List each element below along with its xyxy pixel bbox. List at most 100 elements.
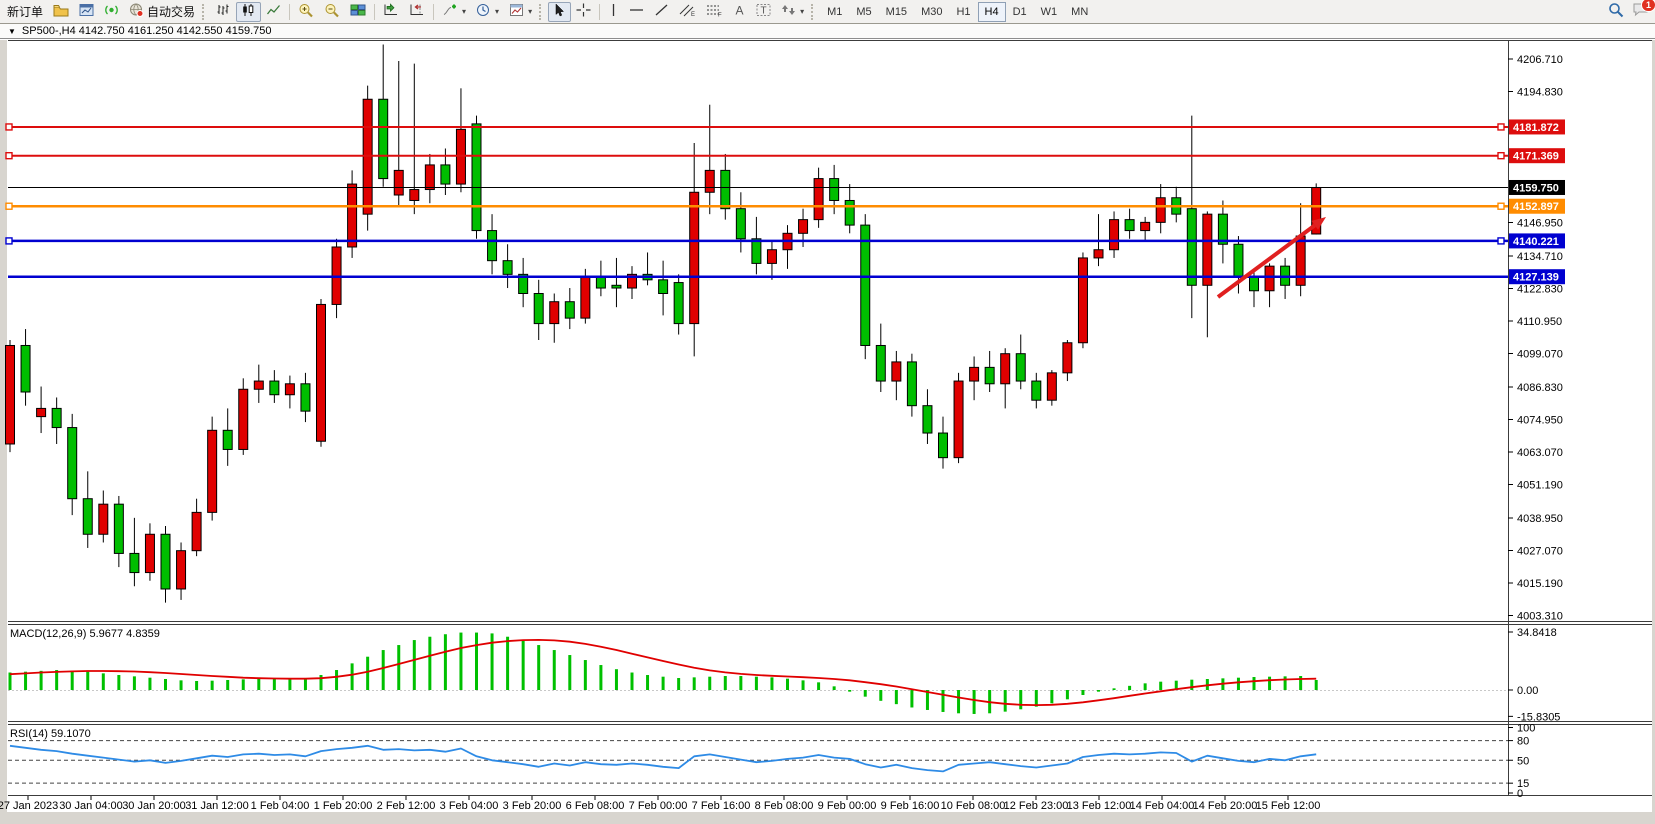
- hline-handle[interactable]: [5, 123, 13, 131]
- label-tool-button[interactable]: T: [751, 2, 776, 22]
- hline-handle[interactable]: [1497, 151, 1505, 160]
- time-axis[interactable]: 27 Jan 2023 30 Jan 04:00 30 Jan 20:00 31 Ja…: [0, 796, 1320, 812]
- equidistant-channel-tool-button[interactable]: E: [674, 2, 701, 22]
- candle-body: [207, 429, 218, 513]
- chart-window-button[interactable]: [74, 2, 99, 22]
- candle-body: [176, 550, 187, 590]
- signal-button[interactable]: [99, 2, 124, 22]
- dropdown-caret-icon[interactable]: ▾: [462, 7, 467, 16]
- candle-body: [938, 432, 948, 459]
- autotrade-button[interactable]: 自动交易: [124, 2, 200, 22]
- chart-shift-button[interactable]: [404, 2, 430, 22]
- periods-button[interactable]: ▾: [471, 2, 504, 22]
- candlestick-series: [5, 44, 1322, 603]
- time-tick-label: 7 Feb 16:00: [692, 800, 751, 812]
- text-icon: A: [733, 3, 746, 20]
- dropdown-caret-icon[interactable]: ▾: [800, 7, 805, 16]
- left-window-edge: [0, 40, 7, 812]
- timeframe-mn-button[interactable]: MN: [1071, 5, 1089, 18]
- candle-body: [440, 164, 451, 185]
- trendline-tool-button[interactable]: [649, 2, 674, 22]
- hline-handle[interactable]: [5, 151, 13, 160]
- candle-body: [1124, 219, 1135, 232]
- time-tick-label: 12 Feb 23:00: [1004, 800, 1069, 812]
- tile-windows-button[interactable]: [345, 2, 371, 22]
- time-tick-label: 1 Feb 20:00: [314, 800, 373, 812]
- price-badge-label: 4171.369: [1513, 151, 1559, 163]
- price-badge: [1509, 119, 1565, 135]
- crosshair-tool-button[interactable]: [571, 2, 596, 22]
- candle-body: [860, 224, 871, 346]
- templates-button[interactable]: ▾: [504, 2, 537, 22]
- timeframe-h4-button[interactable]: H4: [977, 1, 1006, 22]
- price-badge: [1509, 233, 1565, 249]
- candle-body: [67, 427, 78, 500]
- price-badge: [1509, 179, 1565, 195]
- candle-body: [98, 503, 109, 535]
- toolbar-separator: [433, 3, 435, 20]
- timeframe-m5-button[interactable]: M5: [856, 5, 872, 18]
- zoom-in-button[interactable]: [293, 2, 319, 22]
- candle-body: [1155, 197, 1166, 223]
- search-icon[interactable]: [1608, 2, 1624, 23]
- candle-body: [1077, 257, 1088, 344]
- add-indicator-button[interactable]: ▾: [437, 2, 471, 22]
- timeframe-m15-button[interactable]: M15: [885, 5, 908, 18]
- candle-body: [455, 128, 466, 185]
- candle-body: [502, 260, 513, 275]
- timeframe-d1-button[interactable]: D1: [1012, 5, 1027, 18]
- autotrade-icon: [129, 3, 144, 20]
- horizontal-line-tool-button[interactable]: [624, 2, 649, 22]
- trend-arrow-annotation[interactable]: [1216, 223, 1316, 299]
- vertical-line-tool-button[interactable]: [603, 2, 624, 22]
- candle-body: [595, 276, 606, 289]
- hline-handle[interactable]: [1497, 123, 1505, 131]
- price-tick-label: 4003.310: [1517, 610, 1563, 622]
- trend-arrow-head[interactable]: [1311, 217, 1326, 230]
- candle-body: [347, 183, 358, 248]
- dropdown-caret-icon[interactable]: ▾: [495, 7, 500, 16]
- candle-body: [813, 178, 824, 221]
- hline-handle[interactable]: [5, 202, 13, 210]
- dropdown-caret-icon[interactable]: ▾: [528, 7, 533, 16]
- timeframe-w1-button[interactable]: W1: [1040, 5, 1058, 18]
- timeframe-m1-button[interactable]: M1: [827, 5, 843, 18]
- hline-handle[interactable]: [1497, 237, 1505, 245]
- candle-body: [1109, 219, 1120, 251]
- candle-body: [875, 344, 886, 382]
- candlestick-icon: [241, 3, 256, 20]
- timeframe-h1-button[interactable]: H1: [956, 5, 971, 18]
- text-tool-button[interactable]: A: [728, 2, 751, 22]
- candle-body: [160, 533, 171, 590]
- rsi-line: [9, 744, 1317, 773]
- macd-scale-label: 0.00: [1517, 685, 1538, 697]
- time-tick-label: 30 Jan 20:00: [122, 800, 186, 812]
- rsi-scale-label: 80: [1517, 736, 1529, 748]
- profiles-button[interactable]: [48, 2, 74, 22]
- price-tick-label: 4194.830: [1517, 87, 1563, 99]
- zoom-out-button[interactable]: [319, 2, 345, 22]
- new-order-button[interactable]: 新订单: [2, 2, 48, 22]
- cursor-tool-button[interactable]: [548, 1, 572, 22]
- notification-badge: 1: [1640, 0, 1655, 12]
- fibonacci-tool-button[interactable]: F: [701, 2, 728, 22]
- arrows-icon: [781, 3, 796, 20]
- price-axis[interactable]: 4206.710 4194.830 4146.950 4134.710 4122.830…: [1508, 54, 1565, 622]
- candle-body: [1264, 265, 1275, 292]
- chart-window-icon: [79, 3, 94, 20]
- arrows-tool-button[interactable]: ▾: [776, 2, 809, 22]
- auto-scroll-button[interactable]: [378, 2, 404, 22]
- chart-title-bar[interactable]: ▼ SP500-,H4 4142.750 4161.250 4142.550 4…: [0, 24, 1655, 39]
- candle-body: [487, 230, 498, 262]
- timeframe-m30-button[interactable]: M30: [921, 5, 943, 18]
- bar-chart-type-button[interactable]: [211, 2, 236, 22]
- toolbar-grip: [202, 3, 207, 20]
- notifications-button[interactable]: 1: [1632, 0, 1655, 22]
- candle-body: [829, 178, 840, 201]
- candlestick-chart-type-button[interactable]: [236, 1, 262, 22]
- line-chart-type-button[interactable]: [261, 2, 286, 22]
- hline-handle[interactable]: [1497, 202, 1505, 210]
- hline-handle[interactable]: [5, 237, 13, 245]
- collapse-triangle-icon[interactable]: ▼: [8, 26, 16, 36]
